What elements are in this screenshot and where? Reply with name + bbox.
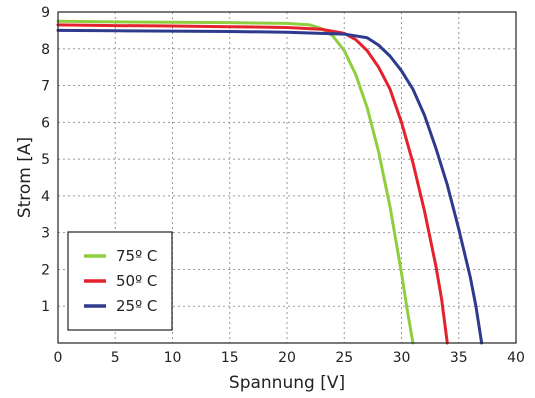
- y-tick-label: 8: [41, 42, 50, 58]
- x-tick-label: 0: [54, 350, 63, 366]
- x-tick-label: 30: [393, 350, 411, 366]
- series-lines: [56, 19, 484, 345]
- x-tick-label: 40: [507, 350, 525, 366]
- plot-frame: [57, 11, 517, 344]
- x-axis-label: Spannung [V]: [229, 373, 345, 393]
- x-tick-label: 25: [335, 350, 353, 366]
- x-tick-label: 35: [450, 350, 468, 366]
- tick-labels: 0 5 10 15 20 25 30 35 40 1 2 3 4 5 6 7 8 9: [41, 5, 525, 366]
- legend-label: 50º C: [116, 272, 157, 290]
- series-line-3: [56, 28, 484, 345]
- legend-label: 25º C: [116, 297, 157, 315]
- x-tick-label: 5: [111, 350, 120, 366]
- y-tick-label: 7: [41, 79, 50, 95]
- x-tick-label: 15: [221, 350, 239, 366]
- legend: 75º C 50º C 25º C: [67, 231, 173, 331]
- series-line-1: [56, 19, 415, 345]
- y-tick-label: 1: [41, 299, 50, 315]
- x-tick-label: 20: [278, 350, 296, 366]
- y-tick-label: 3: [41, 226, 50, 242]
- x-tick-label: 10: [164, 350, 182, 366]
- y-tick-label: 5: [41, 152, 50, 168]
- y-tick-label: 6: [41, 115, 50, 131]
- y-tick-label: 9: [41, 5, 50, 21]
- series-line-2: [56, 23, 449, 345]
- y-axis-label: Strom [A]: [15, 137, 35, 218]
- y-tick-label: 2: [41, 262, 50, 278]
- y-tick-label: 4: [41, 189, 50, 205]
- legend-label: 75º C: [116, 247, 157, 265]
